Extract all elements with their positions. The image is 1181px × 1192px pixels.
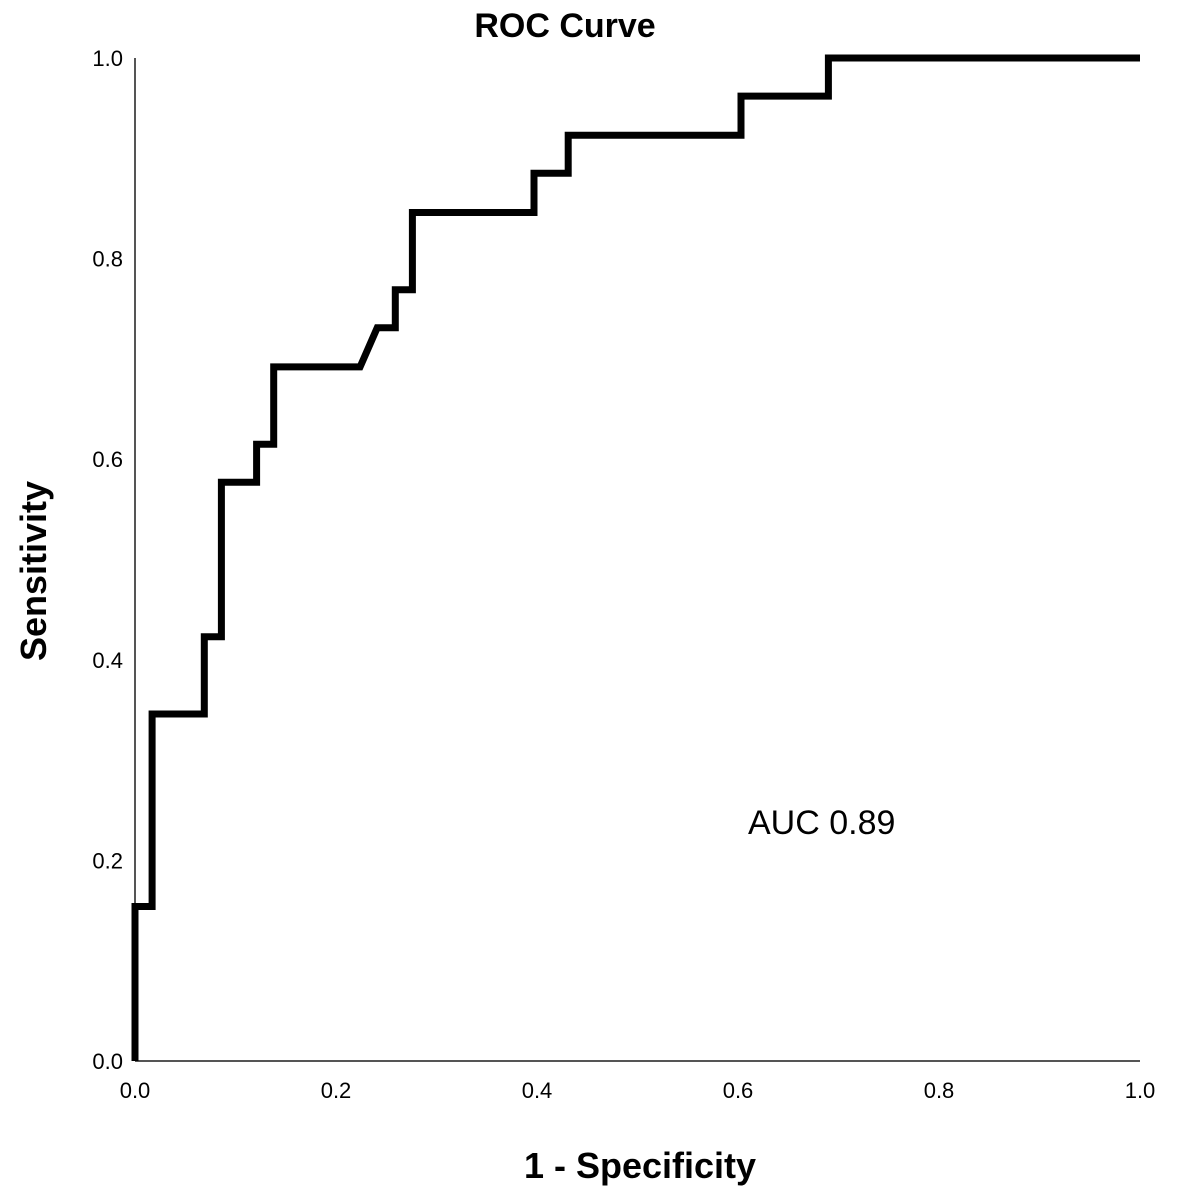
y-tick-label: 0.4 — [92, 648, 123, 673]
y-tick-label: 0.0 — [92, 1049, 123, 1074]
x-tick-label: 0.6 — [723, 1078, 754, 1103]
x-axis-label: 1 - Specificity — [524, 1145, 756, 1186]
y-tick-label: 1.0 — [92, 46, 123, 71]
x-tick-label: 0.0 — [120, 1078, 151, 1103]
roc-series-line — [131, 54, 1140, 1061]
y-axis-label: Sensitivity — [13, 481, 54, 661]
chart-title: ROC Curve — [474, 7, 655, 45]
auc-annotation: AUC 0.89 — [748, 804, 895, 842]
tick-labels: 0.0 0.2 0.4 0.6 0.8 1.0 0.0 0.2 0.4 0.6 0.8 1.0 — [92, 46, 1155, 1103]
y-tick-label: 0.2 — [92, 848, 123, 873]
x-tick-label: 0.4 — [522, 1078, 553, 1103]
x-tick-label: 0.8 — [924, 1078, 955, 1103]
y-tick-label: 0.8 — [92, 247, 123, 272]
series-layer — [131, 54, 1140, 1061]
y-tick-label: 0.6 — [92, 447, 123, 472]
x-tick-label: 1.0 — [1125, 1078, 1156, 1103]
axes — [134, 58, 1140, 1062]
x-tick-label: 0.2 — [321, 1078, 352, 1103]
